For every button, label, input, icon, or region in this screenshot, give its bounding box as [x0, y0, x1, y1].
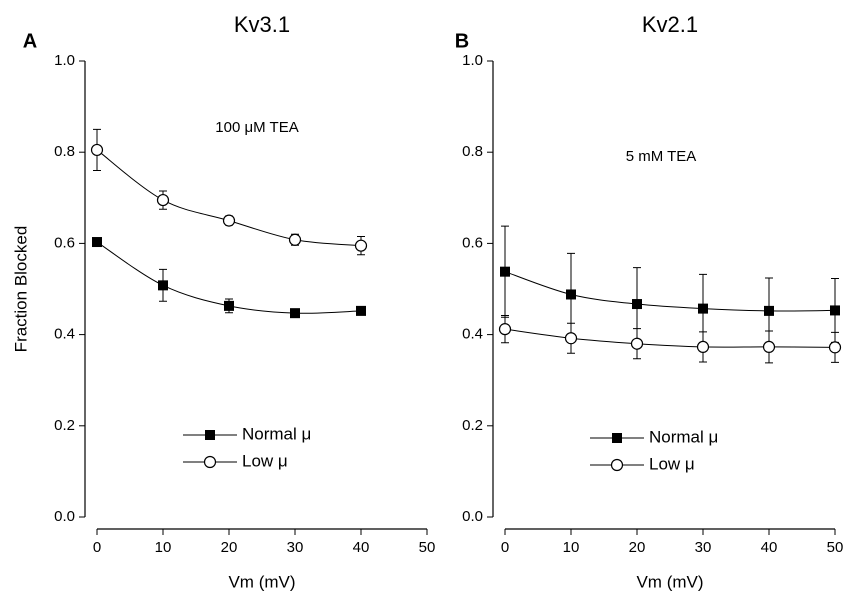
y-tick-label: 0.6 [462, 234, 483, 251]
marker [696, 340, 710, 354]
marker [566, 289, 576, 300]
x-tick-label: 20 [221, 539, 238, 556]
legend-label: Low μ [649, 454, 695, 473]
marker [222, 214, 236, 227]
legend-marker [612, 433, 622, 443]
marker [92, 237, 102, 248]
marker [764, 305, 774, 316]
x-tick-label: 50 [419, 539, 436, 556]
legend-marker [203, 455, 217, 469]
x-tick-label: 50 [827, 539, 844, 556]
chart-title: Kv2.1 [642, 12, 698, 37]
legend-label: Low μ [242, 451, 288, 470]
marker [224, 300, 234, 311]
annotation: 5 mM TEA [626, 148, 697, 165]
x-tick-label: 0 [501, 539, 509, 556]
marker [356, 305, 366, 316]
x-tick-label: 40 [761, 539, 778, 556]
annotation: 100 μM TEA [215, 119, 298, 136]
marker [830, 305, 840, 316]
fit-line [96, 149, 362, 247]
marker [632, 299, 642, 310]
x-tick-label: 10 [563, 539, 580, 556]
legend-label: Normal μ [242, 424, 311, 443]
x-tick-label: 30 [695, 539, 712, 556]
marker [290, 308, 300, 319]
legend-marker [205, 430, 215, 440]
marker [288, 233, 302, 246]
x-tick-label: 20 [629, 539, 646, 556]
y-tick-label: 0.0 [462, 508, 483, 525]
y-tick-label: 1.0 [54, 52, 75, 69]
legend-label: Normal μ [649, 427, 718, 446]
fit-line [504, 271, 836, 312]
y-tick-label: 0.4 [54, 326, 75, 343]
y-tick-label: 0.0 [54, 508, 75, 525]
marker [698, 303, 708, 314]
marker [354, 239, 368, 252]
marker [500, 266, 510, 277]
fit-line [504, 328, 836, 348]
x-axis-label: Vm (mV) [228, 572, 295, 591]
legend-marker [610, 458, 624, 472]
x-tick-label: 30 [287, 539, 304, 556]
y-axis-label: Fraction Blocked [11, 226, 30, 353]
y-tick-label: 0.6 [54, 234, 75, 251]
marker [630, 337, 644, 350]
marker [828, 341, 842, 354]
panel-label: B [455, 30, 469, 52]
marker [564, 332, 578, 345]
x-tick-label: 10 [155, 539, 172, 556]
chart-title: Kv3.1 [234, 12, 290, 37]
y-tick-label: 0.4 [462, 326, 483, 343]
y-tick-label: 0.8 [54, 143, 75, 160]
marker [90, 143, 104, 157]
marker [762, 340, 776, 354]
x-axis-label: Vm (mV) [636, 572, 703, 591]
y-tick-label: 1.0 [462, 52, 483, 69]
y-tick-label: 0.2 [462, 417, 483, 434]
panel-label: A [23, 30, 37, 52]
x-tick-label: 0 [93, 539, 101, 556]
x-tick-label: 40 [353, 539, 370, 556]
marker [158, 280, 168, 291]
marker [156, 193, 170, 207]
y-tick-label: 0.2 [54, 417, 75, 434]
marker [498, 323, 512, 336]
y-tick-label: 0.8 [462, 143, 483, 160]
